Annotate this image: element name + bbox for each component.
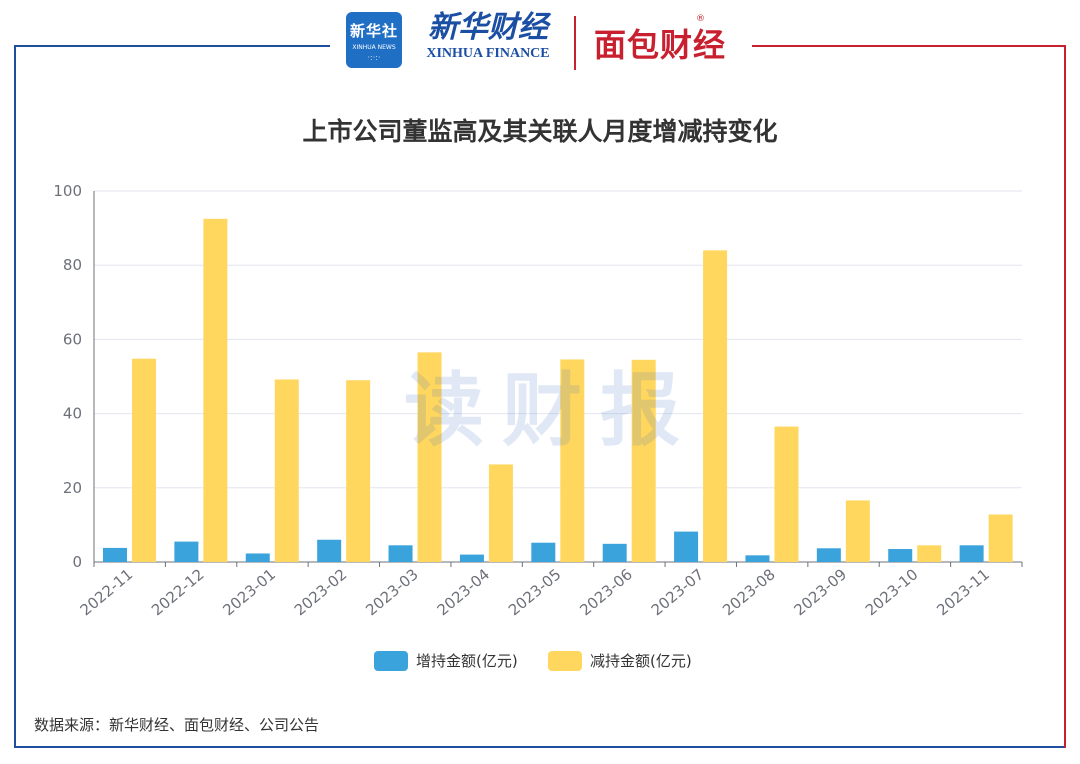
- x-tick-label: 2023-07: [648, 565, 708, 619]
- x-tick-label: 2023-06: [576, 565, 636, 619]
- chart-title: 上市公司董监高及其关联人月度增减持变化: [302, 117, 778, 146]
- bar-decrease: [988, 514, 1013, 562]
- y-tick-label: 0: [72, 553, 82, 571]
- xinhua-news-logo-text: 新华社: [349, 22, 398, 40]
- bar-increase: [816, 548, 841, 562]
- x-tick-label: 2023-11: [933, 565, 993, 619]
- bar-decrease: [774, 426, 799, 562]
- bar-increase: [459, 554, 484, 562]
- bar-decrease: [417, 352, 442, 562]
- bar-decrease: [203, 218, 228, 562]
- y-tick-label: 40: [63, 405, 82, 423]
- network-dots-icon: ·:·:·: [367, 53, 381, 62]
- frame-left-line: [14, 45, 16, 748]
- logo-separator: [574, 16, 576, 70]
- y-tick-label: 100: [53, 182, 82, 200]
- xinhua-news-logo-sub: XINHUA NEWS: [352, 44, 396, 51]
- bar-decrease: [560, 359, 585, 562]
- registered-mark: ®: [696, 14, 705, 24]
- bar-increase: [959, 545, 984, 562]
- bar-increase: [888, 549, 913, 562]
- chart-legend: 增持金额(亿元) 减持金额(亿元): [0, 650, 1080, 674]
- mianbao-finance-logo: 面包财经: [594, 26, 727, 64]
- frame-top-right-line: [752, 45, 1066, 47]
- y-tick-label: 20: [63, 479, 82, 497]
- x-tick-label: 2022-12: [148, 565, 208, 619]
- bar-decrease: [631, 359, 656, 562]
- bar-increase: [174, 541, 199, 562]
- bar-increase: [103, 547, 127, 562]
- xinhua-finance-logo-cn: 新华财经: [428, 10, 548, 45]
- frame-top-left-line: [14, 45, 330, 47]
- x-tick-label: 2023-05: [505, 565, 565, 619]
- legend-item-decrease[interactable]: 减持金额(亿元): [548, 650, 692, 671]
- x-tick-label: 2023-03: [362, 565, 422, 619]
- bar-increase: [674, 531, 699, 562]
- y-tick-label: 60: [63, 330, 82, 348]
- legend-item-increase[interactable]: 增持金额(亿元): [374, 650, 518, 671]
- bar-decrease: [346, 380, 371, 562]
- data-source-note: 数据来源：新华财经、面包财经、公司公告: [34, 716, 320, 734]
- frame-right-line: [1064, 45, 1066, 748]
- bar-increase: [745, 555, 770, 562]
- xinhua-finance-logo: 新华财经 XINHUA FINANCE: [414, 10, 562, 62]
- bar-decrease: [132, 358, 156, 562]
- x-tick-label: 2023-01: [219, 565, 279, 619]
- legend-label-decrease: 减持金额(亿元): [590, 652, 692, 670]
- bar-increase: [602, 543, 627, 562]
- x-tick-label: 2023-09: [791, 565, 851, 619]
- bar-decrease: [703, 250, 728, 563]
- legend-swatch-increase: [374, 650, 408, 671]
- bar-increase: [531, 542, 556, 562]
- bar-decrease: [917, 545, 942, 562]
- xinhua-news-logo: 新华社 XINHUA NEWS ·:·:·: [346, 12, 402, 68]
- bar-increase: [388, 545, 413, 562]
- bar-decrease: [845, 500, 870, 562]
- x-tick-label: 2023-08: [719, 565, 779, 619]
- bar-decrease: [274, 379, 299, 562]
- legend-label-increase: 增持金额(亿元): [416, 652, 518, 670]
- bar-increase: [317, 539, 342, 562]
- xinhua-finance-logo-en: XINHUA FINANCE: [426, 46, 550, 61]
- x-tick-label: 2023-10: [862, 565, 922, 619]
- x-tick-label: 2022-11: [77, 565, 137, 619]
- frame-bottom-line: [14, 746, 1066, 748]
- y-tick-label: 80: [63, 256, 82, 274]
- legend-swatch-decrease: [548, 650, 582, 671]
- bar-increase: [245, 553, 270, 562]
- x-tick-label: 2023-02: [291, 565, 351, 619]
- x-tick-label: 2023-04: [434, 565, 494, 619]
- bar-decrease: [488, 464, 513, 562]
